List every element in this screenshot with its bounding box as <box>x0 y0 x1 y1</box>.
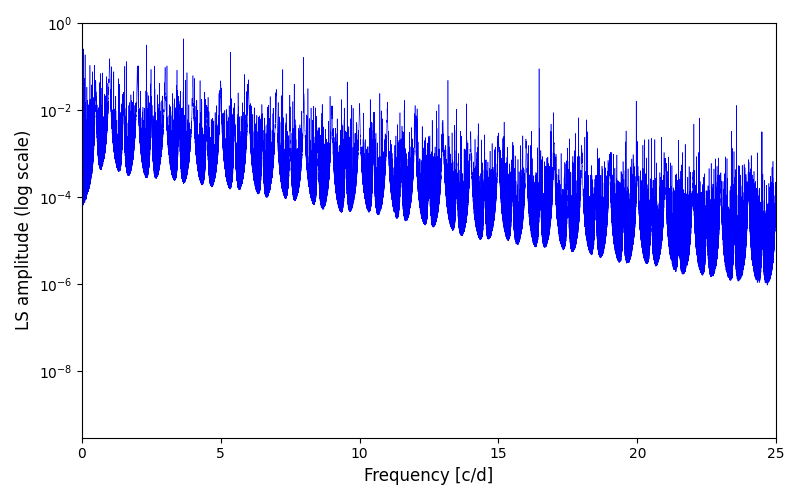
Y-axis label: LS amplitude (log scale): LS amplitude (log scale) <box>15 130 33 330</box>
X-axis label: Frequency [c/d]: Frequency [c/d] <box>364 467 494 485</box>
